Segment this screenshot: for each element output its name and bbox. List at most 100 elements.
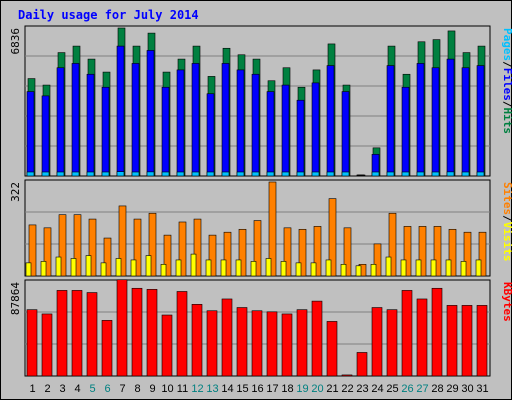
legend-entry: Hits (501, 108, 512, 135)
series-sites (28, 181, 487, 277)
x-tick-label-27: 27 (416, 383, 428, 395)
bar-kbytes-15 (236, 307, 248, 377)
bar-sites-26 (403, 226, 412, 277)
bar-kbytes-24 (371, 307, 383, 377)
bar-kbytes-1 (26, 309, 38, 377)
bar-pages-13 (206, 171, 215, 177)
x-tick-label-26: 26 (401, 383, 413, 395)
bar-pages-1 (26, 171, 35, 177)
series-kbytes (26, 279, 488, 377)
bar-pages-14 (221, 171, 230, 177)
bar-visits-23 (355, 265, 362, 277)
bar-visits-7 (115, 258, 122, 277)
legend-kbytes: KBytes (501, 282, 512, 322)
bar-visits-4 (70, 258, 77, 277)
bar-pages-22 (341, 171, 350, 177)
bar-sites-3 (58, 214, 67, 277)
bar-pages-7 (116, 171, 125, 177)
panel-kbytes: 87864 KBytes (9, 279, 512, 377)
bar-files-4 (71, 63, 80, 177)
bar-visits-1 (25, 262, 32, 277)
series-visits (25, 253, 482, 277)
bar-sites-27 (418, 226, 427, 277)
bar-pages-28 (431, 171, 440, 177)
bar-sites-17 (268, 181, 277, 277)
bar-pages-16 (251, 171, 260, 177)
x-tick-label-20: 20 (311, 383, 323, 395)
legend-hits-files-pages: Pages/Files/Hits (501, 28, 512, 134)
y-max-label: 322 (9, 182, 22, 202)
x-tick-label-6: 6 (104, 383, 110, 395)
bar-pages-17 (266, 171, 275, 177)
bar-files-15 (236, 69, 245, 177)
bar-sites-4 (73, 214, 82, 277)
bar-visits-3 (55, 256, 62, 277)
bar-files-12 (191, 63, 200, 177)
bar-sites-24 (373, 243, 382, 277)
bar-files-17 (266, 91, 275, 177)
x-tick-label-2: 2 (44, 383, 50, 395)
bar-visits-25 (385, 256, 392, 277)
bar-visits-8 (130, 259, 137, 277)
bar-kbytes-6 (101, 320, 113, 377)
bar-kbytes-17 (266, 311, 278, 377)
bar-visits-20 (310, 262, 317, 277)
x-tick-label-17: 17 (266, 383, 278, 395)
x-tick-label-22: 22 (341, 383, 353, 395)
legend-entry: Sites (501, 182, 512, 215)
bar-sites-9 (148, 212, 157, 277)
bar-kbytes-27 (416, 298, 428, 377)
bar-files-25 (386, 65, 395, 177)
bar-files-1 (26, 91, 35, 177)
x-tick-label-24: 24 (371, 383, 383, 395)
bar-visits-22 (340, 264, 347, 277)
bar-pages-6 (101, 171, 110, 177)
bar-kbytes-23 (356, 352, 368, 377)
bar-files-27 (416, 63, 425, 177)
bar-sites-30 (463, 231, 472, 277)
bar-visits-11 (175, 259, 182, 277)
bar-sites-12 (193, 218, 202, 277)
bar-kbytes-9 (146, 289, 158, 377)
bar-kbytes-5 (86, 292, 98, 377)
x-axis-labels: 1 2 3 4 5 6 7 8 9 10 11 12 13 14 15 16 17 18 19 20 21 22 23 24 2… (29, 383, 488, 395)
chart-title: Daily usage for July 2014 (18, 8, 199, 22)
x-tick-label-13: 13 (206, 383, 218, 395)
x-tick-label-10: 10 (161, 383, 173, 395)
bar-visits-31 (475, 259, 482, 277)
bar-visits-29 (445, 259, 452, 277)
x-tick-label-14: 14 (221, 383, 233, 395)
x-tick-label-11: 11 (177, 383, 188, 395)
bar-sites-22 (343, 227, 352, 277)
bar-files-30 (461, 67, 470, 177)
panel-sites-visits: 322 Sites/Visits (9, 179, 512, 277)
bar-files-10 (161, 86, 170, 177)
bar-kbytes-4 (71, 290, 83, 377)
bar-visits-16 (250, 261, 257, 277)
bar-kbytes-11 (176, 291, 188, 377)
bar-pages-21 (326, 171, 335, 177)
bar-files-2 (41, 95, 50, 177)
x-tick-label-1: 1 (29, 383, 35, 395)
bar-pages-18 (281, 171, 290, 177)
bar-sites-18 (283, 227, 292, 277)
bar-pages-15 (236, 171, 245, 177)
bar-files-8 (131, 63, 140, 177)
bar-pages-2 (41, 171, 50, 177)
bar-sites-15 (238, 228, 247, 277)
bar-pages-8 (131, 171, 140, 177)
bar-visits-15 (235, 259, 242, 277)
bar-kbytes-26 (401, 290, 413, 377)
bar-files-7 (116, 45, 125, 177)
bar-visits-24 (370, 264, 377, 277)
bar-kbytes-16 (251, 310, 263, 377)
bar-kbytes-18 (281, 313, 293, 377)
bar-sites-14 (223, 231, 232, 277)
x-tick-label-18: 18 (281, 383, 293, 395)
bar-pages-5 (86, 171, 95, 177)
bar-files-5 (86, 73, 95, 177)
bar-sites-6 (103, 237, 112, 277)
bar-pages-12 (191, 171, 200, 177)
bar-sites-20 (313, 226, 322, 277)
